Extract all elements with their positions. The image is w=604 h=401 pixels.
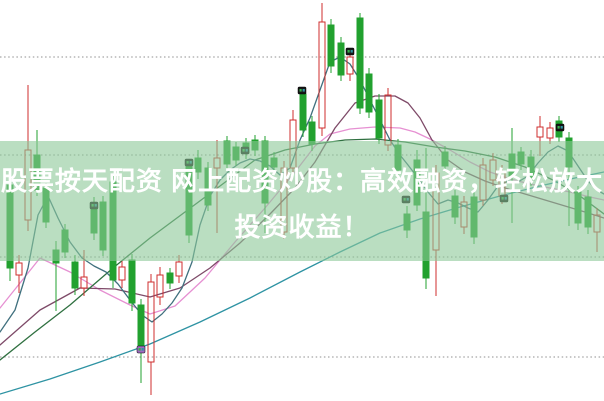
candle-down bbox=[574, 191, 582, 224]
candle-up bbox=[15, 262, 23, 276]
candle-down bbox=[109, 181, 117, 281]
candle-down bbox=[375, 99, 383, 139]
trade-marker-dot bbox=[141, 348, 144, 351]
candle-down bbox=[470, 196, 478, 238]
trade-marker-dot bbox=[302, 89, 305, 92]
candle-down bbox=[204, 167, 212, 206]
candle-down bbox=[232, 146, 240, 161]
trade-marker-dot bbox=[504, 197, 507, 200]
candle-down bbox=[185, 165, 193, 236]
trade-marker-dot bbox=[406, 198, 409, 201]
candle-up bbox=[384, 94, 392, 146]
candle-down bbox=[194, 157, 202, 173]
candle-down bbox=[6, 184, 14, 269]
trade-marker-dot bbox=[350, 50, 353, 53]
candle-up bbox=[118, 266, 126, 281]
candle-up bbox=[318, 21, 326, 129]
candle-down bbox=[166, 272, 174, 284]
trade-marker-dot bbox=[245, 149, 248, 152]
trade-marker-dot bbox=[186, 161, 189, 164]
candle-down bbox=[565, 137, 573, 168]
candle-up bbox=[213, 157, 221, 169]
candle-down bbox=[308, 121, 316, 145]
trade-marker-dot bbox=[557, 126, 560, 129]
trade-marker-dot bbox=[299, 89, 302, 92]
candle-down bbox=[403, 213, 411, 231]
candle-down bbox=[451, 195, 459, 218]
candle-up bbox=[175, 261, 183, 277]
candle-down bbox=[584, 196, 592, 228]
trade-marker-dot bbox=[94, 204, 97, 207]
candle-down bbox=[394, 144, 402, 171]
trade-marker-dot bbox=[403, 198, 406, 201]
candle-down bbox=[137, 304, 145, 351]
trade-marker-icon bbox=[297, 86, 307, 95]
candle-down bbox=[299, 93, 307, 131]
candle-down bbox=[42, 187, 50, 223]
candle-down bbox=[422, 211, 430, 279]
trade-marker-icon bbox=[345, 47, 355, 56]
candle-down bbox=[251, 139, 259, 151]
candle-up bbox=[147, 281, 155, 363]
trade-marker-icon bbox=[89, 201, 99, 210]
candle-down bbox=[52, 249, 60, 264]
trade-marker-icon bbox=[555, 123, 565, 132]
candle-down bbox=[71, 261, 79, 289]
candle-up bbox=[546, 127, 554, 139]
candle-down bbox=[270, 157, 278, 168]
candle-down bbox=[327, 24, 335, 67]
candle-down bbox=[61, 229, 69, 253]
candle-down bbox=[261, 140, 269, 204]
candle-down bbox=[128, 259, 136, 304]
candle-up bbox=[24, 149, 32, 221]
candle-down bbox=[517, 151, 525, 165]
candle-up bbox=[432, 172, 440, 251]
candle-up bbox=[593, 214, 601, 233]
trade-marker-dot bbox=[560, 126, 563, 129]
trade-marker-dot bbox=[347, 50, 350, 53]
trade-marker-dot bbox=[91, 204, 94, 207]
candle-down bbox=[365, 73, 373, 113]
candle-up bbox=[80, 276, 88, 289]
candle-down bbox=[99, 201, 107, 251]
candle-down bbox=[441, 151, 449, 167]
candle-down bbox=[356, 17, 364, 109]
candle-down bbox=[527, 156, 535, 181]
trade-marker-dot bbox=[189, 161, 192, 164]
candle-up bbox=[156, 274, 164, 298]
candle-down bbox=[508, 153, 516, 177]
candle-up bbox=[536, 126, 544, 138]
candle-down bbox=[33, 154, 41, 191]
candle-down bbox=[223, 140, 231, 165]
trade-marker-dot bbox=[242, 149, 245, 152]
trade-marker-dot bbox=[138, 348, 141, 351]
candle-down bbox=[337, 42, 345, 76]
trade-marker-icon bbox=[136, 345, 146, 354]
candle-up bbox=[489, 159, 497, 181]
trade-marker-dot bbox=[501, 197, 504, 200]
candle-down bbox=[413, 159, 421, 206]
candle-up bbox=[346, 56, 354, 75]
